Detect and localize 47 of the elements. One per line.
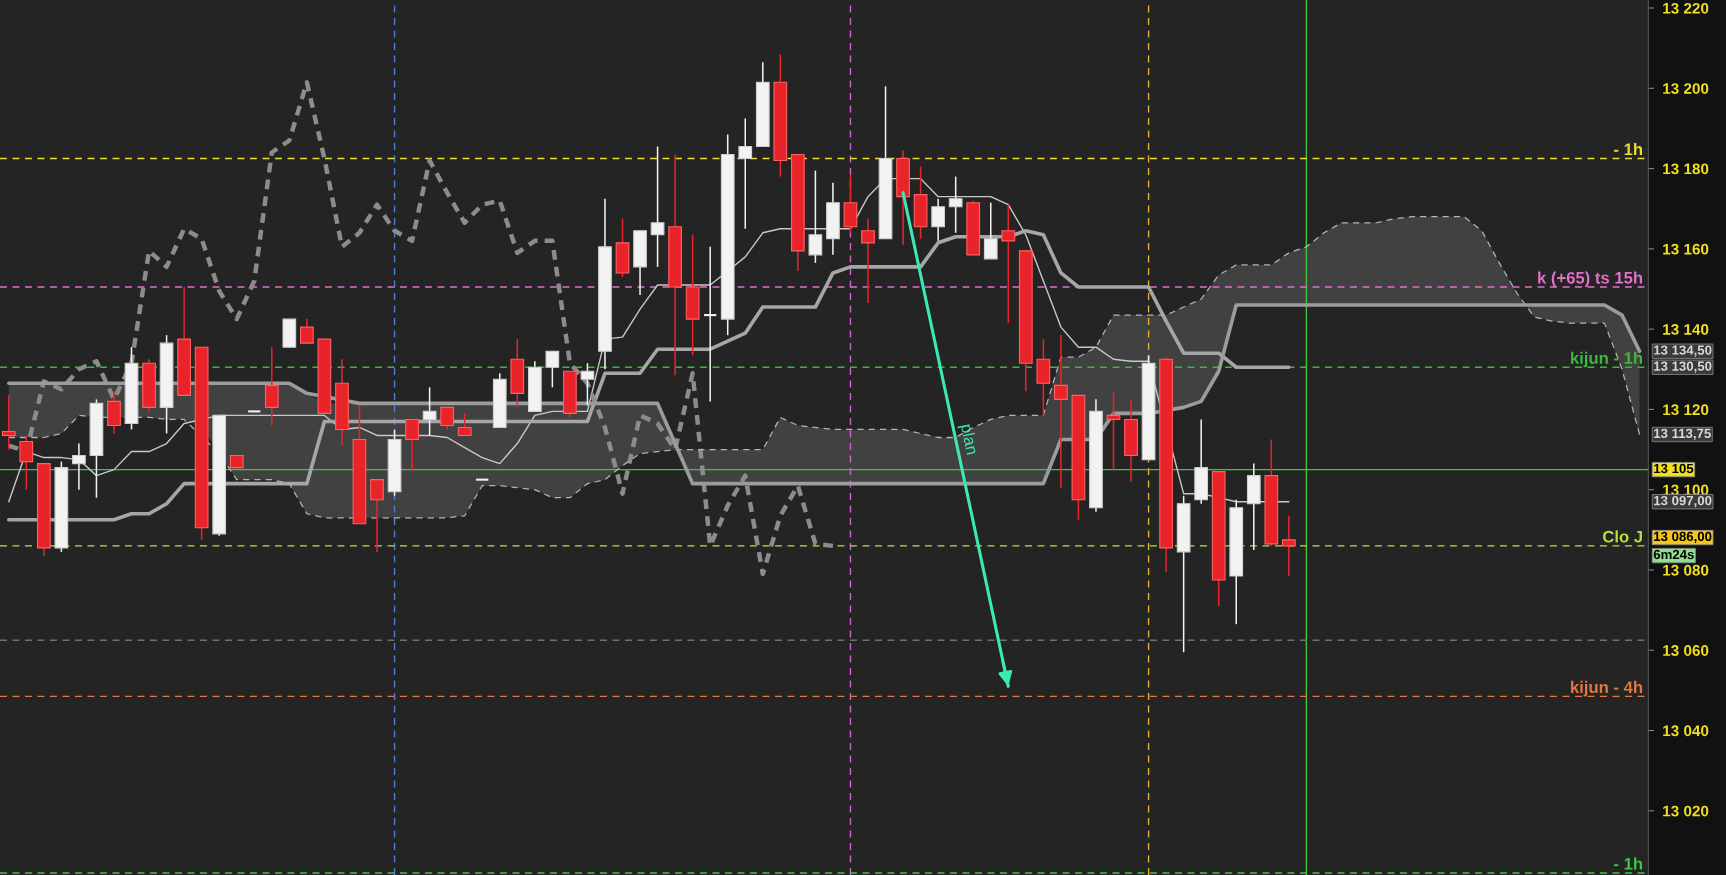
- candlestick: [703, 246, 718, 403]
- ref-line-label: kijun - 1h: [1571, 351, 1643, 368]
- text: plan: [957, 423, 979, 456]
- candlestick: [1281, 515, 1296, 577]
- y-tick-label: 13 060: [1663, 645, 1709, 656]
- candlestick: [1054, 334, 1068, 489]
- candlestick: [405, 418, 419, 473]
- y-tick-label: 13 020: [1663, 805, 1709, 817]
- candlestick: [72, 442, 86, 491]
- candlestick: [861, 217, 875, 304]
- text: 13 097,00: [1654, 495, 1712, 508]
- text: 13 130,50: [1654, 361, 1712, 373]
- candlestick: [457, 412, 472, 437]
- y-tick-label: 13 160: [1663, 243, 1709, 255]
- candlestick: [580, 362, 595, 407]
- candlestick: [545, 350, 560, 389]
- ref-line-label: 13 105: [1654, 463, 1694, 474]
- candlestick: [1, 394, 16, 451]
- y-tick-label: 13 200: [1663, 83, 1709, 95]
- candlestick: [1001, 203, 1016, 324]
- ref-line-label: - 1h: [1614, 857, 1643, 870]
- candlestick: [983, 201, 998, 260]
- candlestick: [300, 318, 314, 344]
- candlestick: [370, 478, 384, 553]
- candlestick: [19, 434, 34, 491]
- ref-line-label: k (+65) ts 15h: [1538, 271, 1643, 287]
- text: 13 086,00: [1654, 531, 1712, 543]
- y-tick-label: 13 140: [1663, 324, 1709, 335]
- candlestick: [264, 346, 279, 427]
- candlestick: [931, 197, 946, 242]
- data-label: 13 113,75: [1654, 428, 1711, 440]
- candlestick: [440, 406, 455, 431]
- y-tick-label: 13 040: [1663, 725, 1709, 737]
- y-tick-label: 13 220: [1663, 2, 1709, 14]
- ref-line-label: - 1h: [1614, 143, 1643, 156]
- candlestick: [738, 117, 753, 230]
- candlestick: [422, 386, 437, 437]
- y-tick-label: 13 080: [1663, 564, 1709, 576]
- y-tick-label: 13 120: [1663, 404, 1709, 416]
- ref-line-label: Clo J: [1603, 530, 1642, 543]
- candlestick: [650, 145, 665, 268]
- y-tick-label: 13 180: [1663, 163, 1709, 175]
- y-tick-label: 13 100: [1663, 484, 1709, 496]
- candlestick: [1106, 390, 1121, 471]
- text: 6m24s: [1653, 549, 1694, 560]
- ref-line-label: kijun - 4h: [1571, 680, 1643, 697]
- data-label: 13 134,50: [1654, 345, 1712, 357]
